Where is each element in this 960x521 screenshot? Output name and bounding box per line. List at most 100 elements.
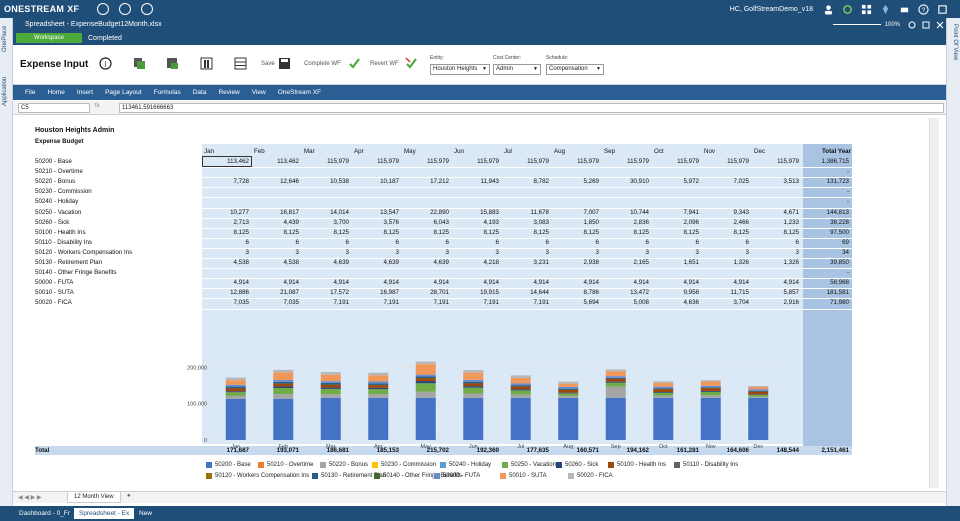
value-cell[interactable]: 6 [445,238,449,246]
ribbon-insert[interactable]: Insert [76,89,94,96]
value-cell[interactable]: 7,191 [533,299,549,307]
value-cell[interactable]: 115,979 [577,158,599,165]
value-cell[interactable]: 113,462 [227,158,249,165]
formula-input[interactable]: 113461.591666663 [119,103,944,113]
restore-icon[interactable] [922,21,930,29]
value-cell[interactable]: 4,914 [683,279,699,287]
total-cell[interactable]: 215,702 [426,447,449,454]
value-cell[interactable]: 7,728 [233,178,249,186]
value-cell[interactable]: 1,326 [733,259,749,266]
value-cell[interactable]: 3,083 [533,218,549,226]
value-cell[interactable]: 8,125 [583,228,599,236]
value-cell[interactable]: 8,125 [283,228,299,236]
total-cell[interactable]: 148,544 [776,447,799,454]
value-cell[interactable]: 3 [345,248,349,256]
entity-select[interactable]: Houston Heights ▼ [430,64,490,75]
value-cell[interactable]: 113,462 [277,158,299,165]
tab-dashboard[interactable]: Dashboard - 0_Fr [19,510,70,517]
total-cell[interactable]: 192,369 [476,447,499,454]
value-cell[interactable]: 2,938 [583,259,599,266]
value-cell[interactable]: 3 [745,248,749,256]
spreadsheet-paste-icon[interactable] [166,57,179,70]
ribbon-data[interactable]: Data [192,89,207,96]
row-total-cell[interactable]: - [846,269,849,277]
navigate-icon[interactable] [141,3,154,15]
row-total-cell[interactable]: 71,980 [830,299,849,307]
ribbon-page-layout[interactable]: Page Layout [105,89,142,96]
row-total-cell[interactable]: - [846,198,849,206]
ribbon-review[interactable]: Review [218,89,240,96]
value-cell[interactable]: 3 [245,248,249,256]
value-cell[interactable]: 4,914 [433,279,449,287]
row-total-cell[interactable]: 39,850 [830,259,849,266]
value-cell[interactable]: 7,191 [433,299,449,307]
value-cell[interactable]: 2,836 [633,218,649,226]
value-cell[interactable]: 4,914 [333,279,349,287]
row-total-cell[interactable]: 69 [842,238,849,246]
grand-total-cell[interactable]: 2,151,461 [821,447,849,454]
value-cell[interactable]: 3 [395,248,399,256]
point-of-view-tab[interactable]: Point Of View [952,24,958,61]
value-cell[interactable]: 3 [695,248,699,256]
row-total-cell[interactable]: 1,386,715 [821,158,849,165]
row-total-cell[interactable]: - [846,188,849,196]
ribbon-onestream-xf[interactable]: OneStream XF [277,89,322,96]
value-cell[interactable]: 10,744 [630,208,649,216]
value-cell[interactable]: 21,087 [280,289,299,297]
application-tab[interactable]: Application [2,76,8,106]
value-cell[interactable]: 5,008 [633,299,649,307]
value-cell[interactable]: 3 [495,248,499,256]
row-total-cell[interactable]: 97,500 [830,228,849,236]
value-cell[interactable]: 7,025 [733,178,749,186]
gear-icon[interactable] [908,21,916,29]
value-cell[interactable]: 2,466 [733,218,749,226]
value-cell[interactable]: 5,857 [783,289,799,297]
value-cell[interactable]: 8,125 [333,228,349,236]
home-icon[interactable] [97,3,110,15]
user-icon[interactable] [823,4,834,15]
value-cell[interactable]: 13,472 [630,289,649,297]
value-cell[interactable]: 3 [545,248,549,256]
value-cell[interactable]: 115,979 [327,158,349,165]
value-cell[interactable]: 11,678 [530,208,549,216]
value-cell[interactable]: 7,191 [333,299,349,307]
row-total-cell[interactable]: 181,581 [826,289,849,297]
value-cell[interactable]: 4,639 [383,259,399,266]
value-cell[interactable]: 2,916 [783,299,799,307]
value-cell[interactable]: 4,914 [233,279,249,287]
ribbon-home[interactable]: Home [47,89,65,96]
row-total-cell[interactable]: 131,723 [826,178,849,186]
value-cell[interactable]: 28,701 [430,289,449,297]
value-cell[interactable]: 8,786 [583,289,599,297]
value-cell[interactable]: 6 [545,238,549,246]
value-cell[interactable]: 115,979 [727,158,749,165]
value-cell[interactable]: 16,987 [380,289,399,297]
value-cell[interactable]: 9,343 [733,208,749,216]
value-cell[interactable]: 6 [795,238,799,246]
value-cell[interactable]: 6 [695,238,699,246]
value-cell[interactable]: 7,007 [583,208,599,216]
value-cell[interactable]: 8,125 [783,228,799,236]
workspace-button[interactable]: Workspace [16,33,82,43]
value-cell[interactable]: 4,914 [383,279,399,287]
refresh-icon[interactable] [842,4,853,15]
value-cell[interactable]: 4,639 [333,259,349,266]
oneplace-tab[interactable]: OnePlace [2,25,8,52]
value-cell[interactable]: 30,910 [630,178,649,186]
value-cell[interactable]: 115,979 [477,158,499,165]
value-cell[interactable]: 12,886 [230,289,249,297]
total-cell[interactable]: 186,681 [326,447,349,454]
value-cell[interactable]: 5,694 [583,299,599,307]
row-total-cell[interactable]: 144,813 [826,208,849,216]
value-cell[interactable]: 115,979 [427,158,449,165]
value-cell[interactable]: 4,671 [783,208,799,216]
row-total-cell[interactable]: 58,968 [830,279,849,287]
cost-center-select[interactable]: Admin ▼ [493,64,541,75]
spreadsheet-grid[interactable]: Houston Heights Admin Expense Budget Jan… [17,118,939,488]
value-cell[interactable]: 8,125 [233,228,249,236]
value-cell[interactable]: 3 [445,248,449,256]
value-cell[interactable]: 3,576 [383,218,399,226]
value-cell[interactable]: 2,165 [633,259,649,266]
value-cell[interactable]: 11,943 [480,178,499,186]
value-cell[interactable]: 8,125 [383,228,399,236]
